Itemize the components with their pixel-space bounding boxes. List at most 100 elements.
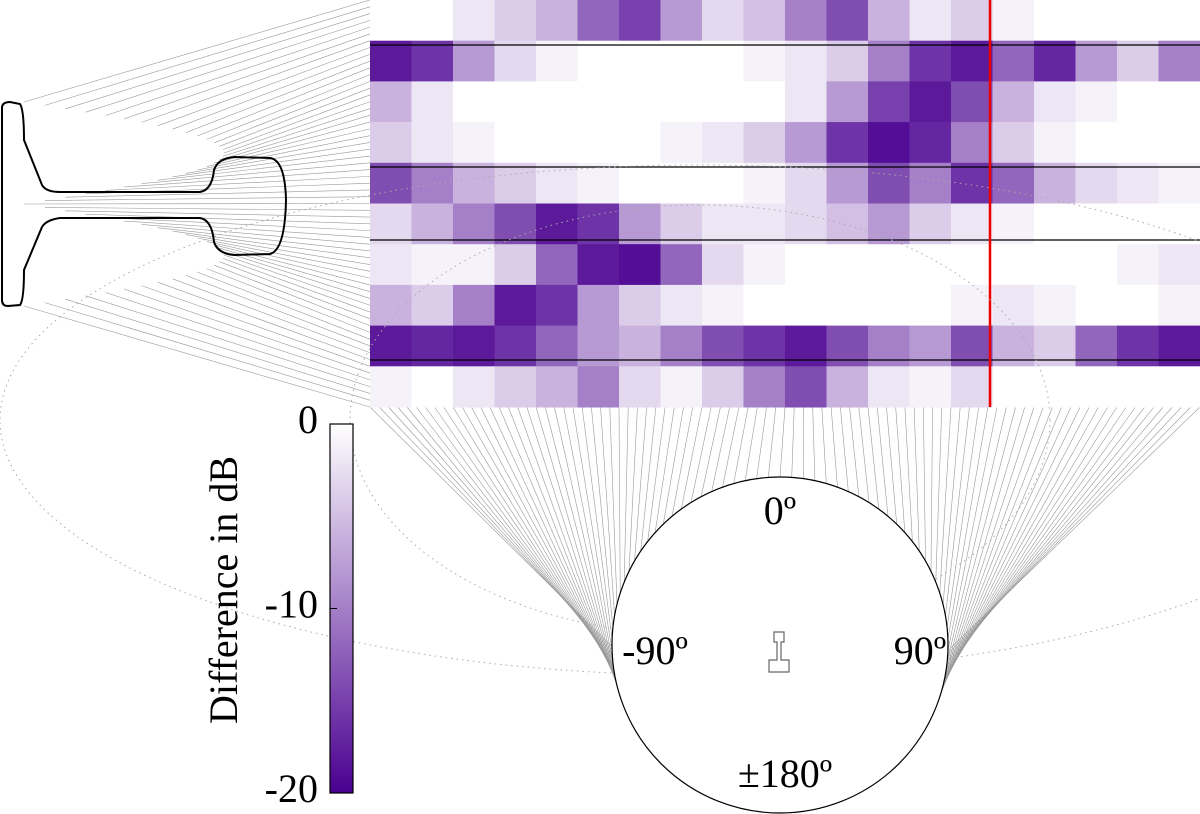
heatmap-cell <box>1075 122 1118 164</box>
projection-line <box>609 406 618 605</box>
heatmap-cell <box>992 244 1035 286</box>
heatmap-cell <box>909 325 952 367</box>
heatmap-cell <box>868 203 910 245</box>
projection-line <box>946 406 979 628</box>
heatmap-cell <box>743 244 786 286</box>
heatmap-cell <box>743 203 786 245</box>
heatmap-cell <box>702 0 744 42</box>
projection-line <box>185 275 371 347</box>
heatmap-cell <box>370 122 412 164</box>
heatmap-cell <box>453 203 495 245</box>
projection-line <box>895 406 906 533</box>
heatmap-cell <box>494 81 537 123</box>
projection-line <box>222 251 371 299</box>
projection-line <box>849 406 860 497</box>
projection-line <box>141 40 371 123</box>
projection-line <box>647 406 666 542</box>
projection-line <box>105 217 371 231</box>
heatmap-cell <box>785 366 827 408</box>
projection-line <box>44 207 371 211</box>
heatmap-cell <box>577 325 620 367</box>
heatmap-cell <box>411 366 454 408</box>
projection-line <box>65 13 371 110</box>
heatmap-cell <box>411 284 454 327</box>
heatmap-cell <box>702 366 744 408</box>
projection-line <box>222 108 371 157</box>
heatmap-cell <box>1117 366 1159 408</box>
heatmap-cell <box>370 0 412 42</box>
heatmap-cell <box>1034 40 1076 82</box>
projection-line <box>722 406 740 488</box>
heatmap-cell <box>909 162 952 204</box>
heatmap-cell <box>660 40 703 82</box>
projection-line <box>85 295 371 387</box>
heatmap-cell <box>619 162 661 204</box>
heatmap-cell <box>826 40 869 82</box>
projection-line <box>197 135 371 171</box>
colorbar-tick-label: -10 <box>265 582 318 627</box>
heatmap-cell <box>743 325 786 367</box>
heatmap-cell <box>370 203 412 245</box>
heatmap-cell <box>951 40 993 82</box>
heatmap-cell <box>1034 325 1076 367</box>
heatmap-cell <box>619 244 661 286</box>
projection-line <box>939 406 952 594</box>
heatmap-cell <box>909 244 952 286</box>
projection-line <box>923 406 926 562</box>
projection-line <box>913 406 920 552</box>
heatmap-cell <box>743 162 786 204</box>
heatmap-cell <box>826 366 869 408</box>
projection-line <box>947 406 998 651</box>
projection-line <box>830 406 838 488</box>
projection-line <box>223 254 371 306</box>
projection-line <box>812 406 816 481</box>
projection-line <box>141 162 371 184</box>
heatmap-cell <box>536 325 578 367</box>
heatmap-cell <box>619 203 661 245</box>
heatmap-cell <box>1117 0 1159 42</box>
projection-line <box>886 406 898 525</box>
heatmap-cell <box>577 81 620 123</box>
heatmap-cell <box>1034 122 1076 164</box>
projection-line <box>700 406 721 497</box>
rail-icon <box>768 631 790 673</box>
heatmap-cell <box>992 162 1035 204</box>
heatmap-cell <box>370 40 412 82</box>
heatmap-cell <box>1075 325 1118 367</box>
heatmap-cell <box>1158 366 1200 408</box>
heatmap-cell <box>868 366 910 408</box>
projection-line <box>219 87 371 147</box>
heatmap-cell <box>826 325 869 367</box>
heatmap-cell <box>577 244 620 286</box>
heatmap-cell <box>951 284 993 327</box>
heatmap-cell <box>1158 244 1200 286</box>
projection-line <box>105 176 371 191</box>
projection-line <box>206 74 371 140</box>
heatmap-cell <box>702 284 744 327</box>
projection-line <box>219 115 371 161</box>
projection-line <box>157 227 371 252</box>
heatmap-cell <box>826 244 869 286</box>
projection-line <box>947 406 989 640</box>
heatmap-cell <box>743 81 786 123</box>
heatmap-cell <box>951 122 993 164</box>
heatmap-cell <box>1117 162 1159 204</box>
projection-line <box>946 406 1007 663</box>
projection-line <box>23 0 371 103</box>
heatmap-cell <box>1158 122 1200 164</box>
projection-line <box>223 101 371 154</box>
heatmap-cell <box>1075 366 1118 408</box>
heatmap-cell <box>494 366 537 408</box>
colorbar-tick-label: -20 <box>265 766 318 811</box>
projection-line <box>214 244 371 286</box>
heatmap <box>370 0 1200 408</box>
projection-line <box>628 406 638 572</box>
heatmap-cell <box>951 0 993 42</box>
heatmap-cell <box>1117 203 1159 245</box>
projection-line <box>690 406 712 503</box>
heatmap-cell <box>660 366 703 408</box>
projection-line <box>767 406 777 478</box>
projection-line <box>733 406 749 484</box>
heatmap-cell <box>536 40 578 82</box>
